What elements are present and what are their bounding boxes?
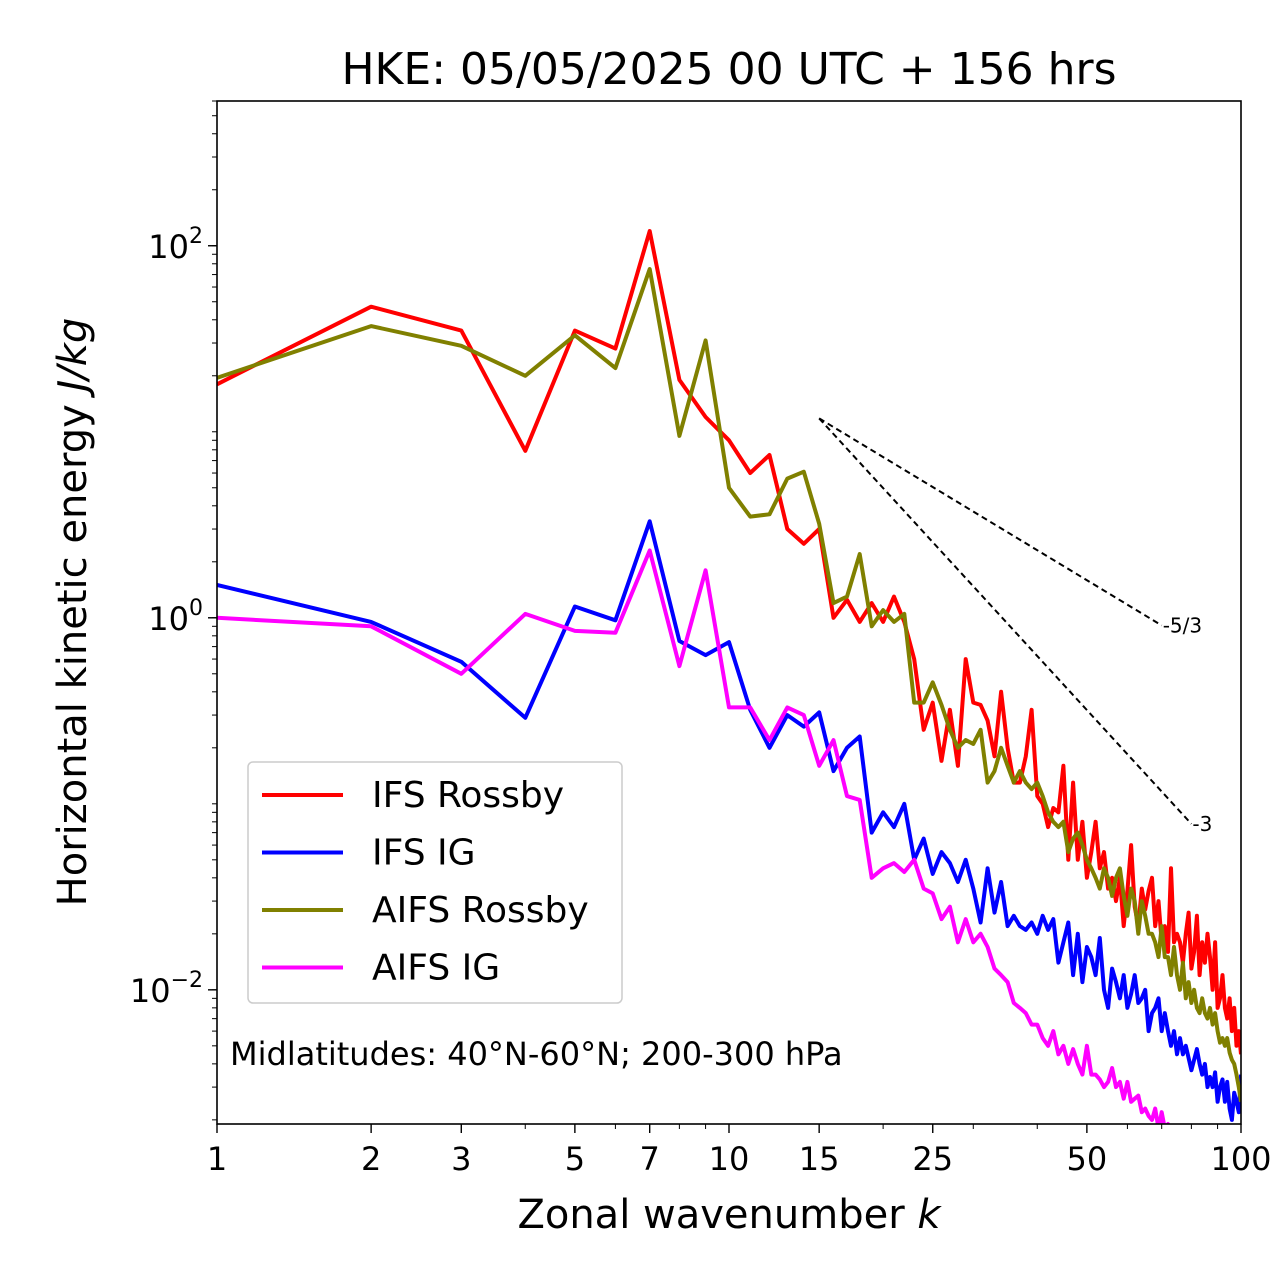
y-tick-label: 100 <box>148 596 203 638</box>
legend-label: IFS Rossby <box>372 775 564 816</box>
y-axis-label-units: J/kg <box>50 318 96 399</box>
legend-label: AIFS Rossby <box>372 890 589 931</box>
slope-line <box>818 417 1193 825</box>
legend-label: IFS IG <box>372 833 476 874</box>
reference-slopes <box>818 417 1193 825</box>
series-line <box>217 519 1241 1122</box>
y-tick-label: 102 <box>148 224 203 266</box>
slope-label: -5/3 <box>1163 613 1202 637</box>
legend-label: AIFS IG <box>372 948 500 989</box>
x-tick-label: 3 <box>451 1140 471 1178</box>
x-tick-label: 5 <box>565 1140 585 1178</box>
region-annotation: Midlatitudes: 40°N-60°N; 200-300 hPa <box>230 1035 843 1073</box>
x-tick-label: 15 <box>799 1140 840 1178</box>
x-tick-label: 10 <box>709 1140 750 1178</box>
x-tick-label: 7 <box>640 1140 660 1178</box>
series-lines <box>217 229 1241 1124</box>
legend: IFS Rossby IFS IG AIFS Rossby AIFS IG <box>247 761 623 1004</box>
slope-label: -3 <box>1192 812 1212 836</box>
slope-labels: -5/3 -3 <box>1163 613 1213 835</box>
x-tick-label: 50 <box>1067 1140 1108 1178</box>
x-axis-label-text: Zonal wavenumber <box>517 1192 917 1238</box>
x-axis-label-symbol: k <box>917 1192 942 1238</box>
x-tick-label: 100 <box>1210 1140 1271 1178</box>
y-axis-ticks: 102 100 10−2 <box>130 224 217 1010</box>
x-tick-label: 2 <box>361 1140 381 1178</box>
series-line <box>217 267 1241 1103</box>
x-axis-ticks: 1 2 3 5 7 10 15 25 50 100 <box>207 1124 1272 1178</box>
chart-title: HKE: 05/05/2025 00 UTC + 156 hrs <box>341 44 1116 95</box>
y-axis-label-text: Horizontal kinetic energy <box>50 392 96 907</box>
plot-frame <box>216 100 1242 1125</box>
slope-line <box>818 417 1163 627</box>
legend-box <box>247 761 623 1004</box>
series-line <box>217 548 1171 1124</box>
x-tick-label: 1 <box>207 1140 227 1178</box>
x-tick-label: 25 <box>912 1140 953 1178</box>
y-axis-label: Horizontal kinetic energy J/kg <box>50 318 96 907</box>
x-axis-label: Zonal wavenumber k <box>517 1192 942 1238</box>
y-tick-label: 10−2 <box>130 968 203 1010</box>
